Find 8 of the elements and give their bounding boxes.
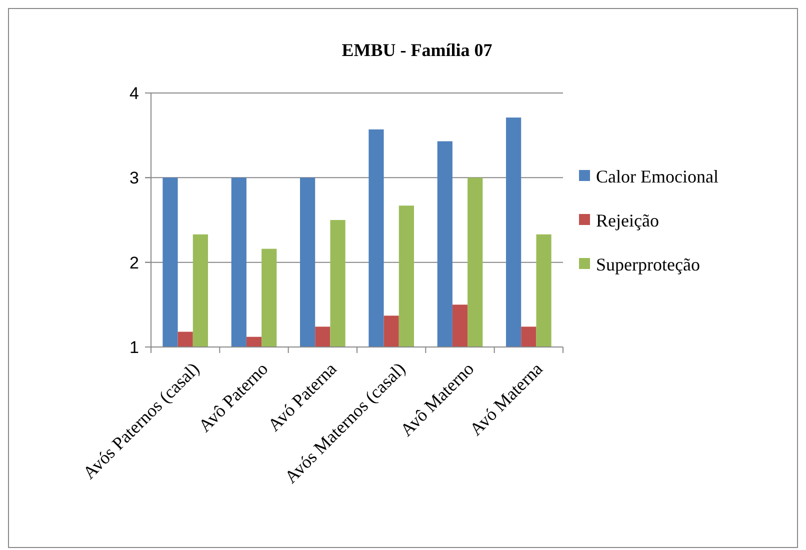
- chart-title: EMBU - Família 07: [342, 40, 492, 60]
- legend-label: Calor Emocional: [596, 166, 718, 186]
- legend-label: Rejeição: [596, 210, 659, 230]
- legend-label: Superproteção: [596, 254, 700, 274]
- y-tick-label: 3: [130, 168, 139, 188]
- y-tick-label: 2: [130, 253, 139, 272]
- y-tick-label: 4: [130, 84, 139, 103]
- y-tick-label: 1: [130, 338, 139, 357]
